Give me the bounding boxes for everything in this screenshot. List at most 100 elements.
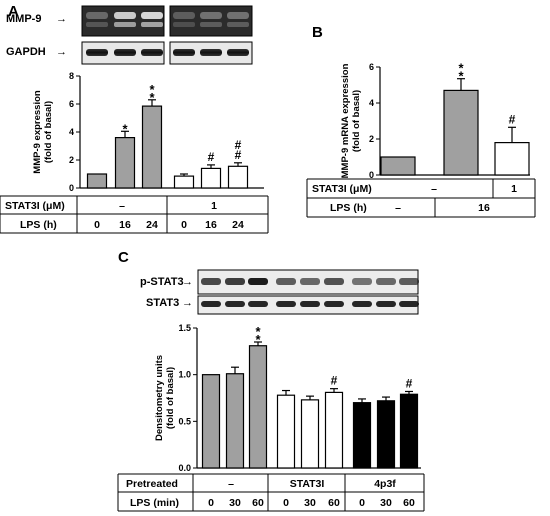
lps-value: 24 [146,219,158,231]
lps-value: 60 [403,497,415,509]
blot-band [86,49,108,56]
row-label-lps: LPS (h) [330,202,367,214]
blot-band [86,12,108,19]
blot-band [200,49,222,56]
chart-c: 0.0 0.5 1.0 1.5 Densitometry units(fold of b… [154,323,421,473]
y-tick-label: 4 [69,127,74,137]
blot-band [201,301,221,307]
blot-band [352,301,372,307]
lps-value: 0 [208,497,214,509]
lps-value: – [395,202,401,214]
blot-band [114,12,136,19]
bar [300,399,320,469]
blot-band [399,278,419,285]
blot-band [86,22,108,27]
blot-band [173,12,195,19]
blot-band [200,22,222,27]
blot-band [227,12,249,19]
stat3i-value: 1 [511,183,517,195]
chart-b: 0 2 4 6 MMP-9 mRNA expression(fold of basal)… [340,61,530,180]
row-label-pretreated: Pretreated [126,478,178,490]
lps-value: 16 [205,219,217,231]
blot-label-mmp9: MMP-9 [6,13,41,25]
lps-value: 30 [229,497,241,509]
bar [200,167,222,189]
panel-c-blots: p-STAT3 → STAT3 → [140,269,419,315]
panel-b-table [306,178,536,218]
panel-label-a: A [8,3,19,20]
blot-band [227,22,249,27]
blot-band [173,22,195,27]
mmp9-blot-left [81,5,165,37]
lps-value: 16 [119,219,131,231]
y-tick-label: 2 [69,155,74,165]
significance-mark: * [122,121,128,136]
blot-band [248,278,268,285]
lps-value: 0 [94,219,100,231]
blot-band [324,301,344,307]
blot-band [248,301,268,307]
panel-a-blots: MMP-9 → GAPDH → [6,5,253,65]
y-tick-label: 0 [69,183,74,193]
blot-band [200,12,222,19]
bar [114,137,136,189]
blot-band [300,301,320,307]
significance-mark: # [235,138,242,152]
blot-band [225,301,245,307]
y-tick-label: 0.5 [178,416,191,426]
blot-label-stat3: STAT3 [146,297,179,309]
bar [225,373,245,469]
lps-value: 60 [328,497,340,509]
blot-band [276,278,296,285]
y-tick-label: 6 [369,62,374,72]
panel-label-b: B [312,24,323,41]
stat3i-value: – [119,200,125,212]
pretreated-value: – [228,478,234,490]
significance-mark: * [458,69,464,84]
blot-band [324,278,344,285]
y-tick-label: 8 [69,71,74,81]
blot-band [300,278,320,285]
panel-c-table [117,473,425,512]
mmp9-blot-right [169,5,253,37]
lps-value: 16 [478,202,490,214]
blot-band [141,12,163,19]
bar [376,400,396,469]
lps-value: 0 [181,219,187,231]
y-tick-label: 4 [369,98,374,108]
row-label-lps: LPS (min) [130,497,179,509]
y-axis-title: Densitometry units(fold of basal) [154,355,176,441]
blot-band [276,301,296,307]
blot-band [141,22,163,27]
y-tick-label: 1.0 [178,370,191,380]
significance-mark: * [255,332,261,347]
stat3i-value: 1 [211,200,217,212]
significance-mark: * [458,61,464,76]
row-label-lps: LPS (h) [20,219,57,231]
y-axis-title: MMP-9 mRNA expression(fold of basal) [340,63,362,178]
significance-mark: # [208,150,215,164]
lps-value: 30 [380,497,392,509]
y-tick-label: 1.5 [178,323,191,333]
blot-band [399,301,419,307]
bar [141,105,163,189]
lps-value: 0 [283,497,289,509]
y-tick-label: 0 [369,170,374,180]
bar [227,165,249,189]
lps-value: 30 [304,497,316,509]
y-axis-title: MMP-9 expression(fold of basal) [32,90,54,174]
panel-a-table [0,195,269,234]
significance-mark: # [235,148,242,162]
y-tick-label: 2 [369,134,374,144]
blot-band [114,22,136,27]
stat3i-value: – [431,183,437,195]
panel-label-c: C [118,249,129,266]
arrow-icon: → [182,276,193,288]
arrow-icon: → [182,297,193,309]
lps-value: 60 [252,497,264,509]
row-label-stat3i: STAT3I (μM) [312,183,372,195]
blot-band [173,49,195,56]
arrow-icon: → [56,46,67,58]
